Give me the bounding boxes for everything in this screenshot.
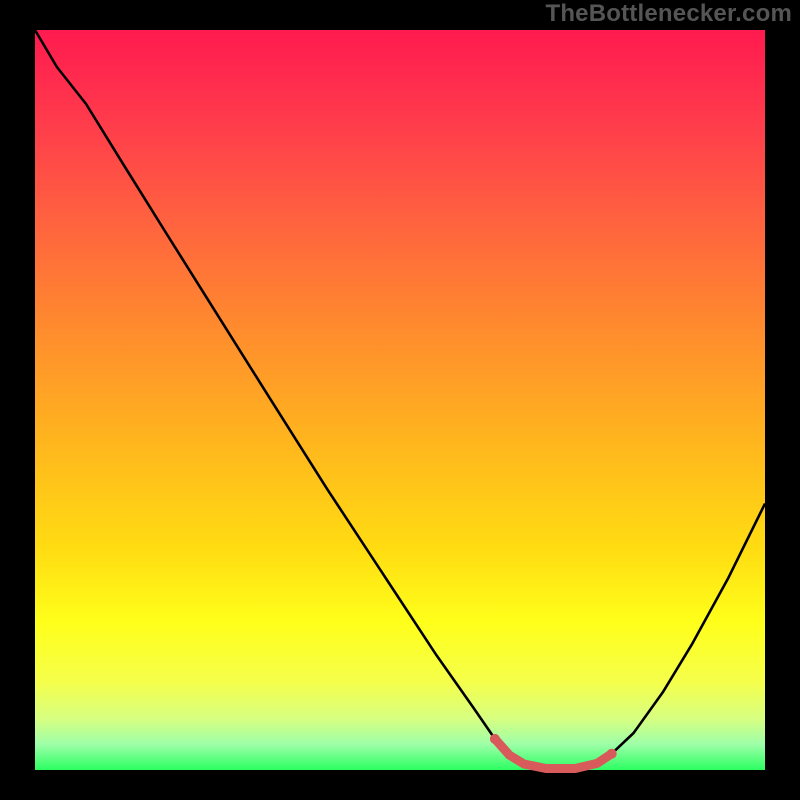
plot-background [35, 30, 765, 770]
bottleneck-chart [0, 0, 800, 800]
watermark-text: TheBottlenecker.com [545, 0, 792, 28]
chart-stage: TheBottlenecker.com [0, 0, 800, 800]
optimal-range-start-dot [490, 734, 500, 744]
optimal-range-end-dot [607, 749, 617, 759]
